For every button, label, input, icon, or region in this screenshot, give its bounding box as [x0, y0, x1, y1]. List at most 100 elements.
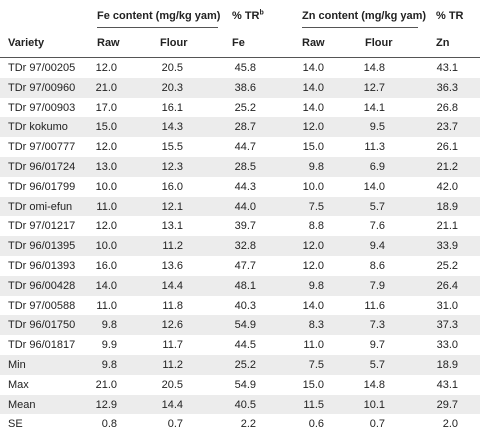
- cell: 14.8: [363, 378, 385, 391]
- row-label: TDr 97/00205: [8, 62, 76, 74]
- cell: 36.3: [436, 81, 458, 94]
- row-label: TDr omi-efun: [8, 200, 73, 213]
- cell: 26.1: [436, 141, 458, 154]
- cell: 44.0: [234, 200, 256, 213]
- cell: 11.3: [364, 141, 385, 154]
- group-header: Zn content (mg/kg yam): [302, 10, 427, 22]
- cell: 15.0: [95, 121, 117, 134]
- cell: 21.0: [95, 81, 117, 94]
- cell: 14.0: [302, 299, 324, 312]
- cell: 0.8: [101, 418, 117, 431]
- cell: 13.6: [161, 260, 183, 272]
- column-header: Flour: [365, 37, 393, 49]
- cell: 15.5: [161, 141, 183, 154]
- column-header: Raw: [97, 37, 120, 49]
- cell: 16.1: [161, 101, 183, 114]
- row-label: TDr 96/01750: [8, 319, 76, 332]
- cell: 12.0: [95, 62, 117, 74]
- row-label: SE: [8, 418, 23, 431]
- row-shade: [0, 275, 480, 296]
- row-label: TDr 96/00428: [8, 279, 76, 292]
- cell: 31.0: [436, 299, 458, 312]
- cell: 14.8: [363, 62, 385, 74]
- column-header: Variety: [8, 37, 45, 49]
- cell: 13.0: [95, 161, 117, 173]
- cell: 8.3: [308, 319, 324, 332]
- group-rule: [97, 27, 218, 28]
- row-shade: [0, 196, 480, 217]
- cell: 23.7: [436, 121, 458, 134]
- cell: 11.7: [162, 339, 183, 352]
- cell: 12.0: [302, 121, 324, 134]
- cell: 0.7: [369, 418, 385, 431]
- cell: 12.1: [161, 200, 183, 213]
- cell: 11.5: [303, 398, 324, 411]
- cell: 54.9: [234, 378, 256, 391]
- cell: 9.7: [369, 339, 385, 352]
- cell: 18.9: [436, 200, 458, 213]
- cell: 8.6: [369, 260, 385, 272]
- cell: 38.6: [234, 81, 256, 94]
- cell: 2.2: [240, 418, 256, 431]
- column-header: Zn: [436, 37, 450, 49]
- cell: 10.0: [302, 180, 324, 193]
- cell: 25.2: [436, 260, 458, 272]
- cell: 28.5: [234, 161, 256, 173]
- cell: 20.3: [161, 81, 183, 94]
- cell: 12.0: [95, 141, 117, 154]
- footnote-mark: b: [259, 9, 264, 17]
- row-label: Min: [8, 359, 26, 371]
- row-label: TDr 96/01393: [8, 260, 76, 272]
- row-label: TDr 97/00960: [8, 81, 76, 94]
- cell: 20.5: [161, 378, 183, 391]
- group-rule: [302, 27, 418, 28]
- cell: 14.4: [161, 279, 183, 292]
- cell: 54.9: [234, 319, 256, 332]
- cell: 9.9: [101, 339, 117, 352]
- cell: 7.5: [308, 200, 324, 213]
- cell: 10.1: [363, 398, 385, 411]
- cell: 0.6: [308, 418, 324, 431]
- cell: 15.0: [302, 141, 324, 154]
- row-shade: [0, 77, 480, 98]
- row-label: TDr 97/00903: [8, 101, 76, 114]
- cell: 9.5: [369, 121, 385, 134]
- cell: 21.2: [436, 161, 458, 173]
- row-label: TDr 96/01799: [8, 180, 76, 193]
- cell: 14.0: [302, 62, 324, 74]
- cell: 7.3: [369, 319, 385, 332]
- cell: 14.4: [161, 398, 183, 411]
- cell: 26.4: [436, 279, 458, 292]
- cell: 2.0: [442, 418, 458, 431]
- row-label: TDr 97/00588: [8, 299, 76, 312]
- row-shade: [0, 236, 480, 256]
- cell: 7.5: [308, 359, 324, 371]
- cell: 11.2: [162, 359, 183, 371]
- cell: 29.7: [436, 398, 458, 411]
- cell: 11.8: [162, 299, 183, 312]
- cell: 40.5: [234, 398, 256, 411]
- cell: 42.0: [436, 180, 458, 193]
- cell: 32.8: [234, 240, 256, 253]
- cell: 25.2: [234, 101, 256, 114]
- cell: 9.4: [369, 240, 385, 253]
- cell: 12.0: [302, 260, 324, 272]
- cell: 44.5: [234, 339, 256, 352]
- cell: 11.6: [364, 299, 385, 312]
- row-shade: [0, 394, 480, 415]
- cell: 40.3: [234, 299, 256, 312]
- cell: 43.1: [436, 378, 458, 391]
- cell: 12.9: [95, 398, 117, 411]
- row-shade: [0, 157, 480, 177]
- cell: 12.6: [161, 319, 183, 332]
- column-header: Flour: [160, 37, 188, 49]
- cell: 10.0: [95, 240, 117, 253]
- cell: 7.9: [369, 279, 385, 292]
- cell: 43.1: [436, 62, 458, 74]
- group-header: Fe content (mg/kg yam): [97, 10, 221, 22]
- group-header-text: % TR: [232, 10, 260, 22]
- group-header: % TR: [436, 10, 464, 22]
- cell: 8.8: [308, 220, 324, 233]
- cell: 26.8: [436, 101, 458, 114]
- cell: 45.8: [234, 62, 256, 74]
